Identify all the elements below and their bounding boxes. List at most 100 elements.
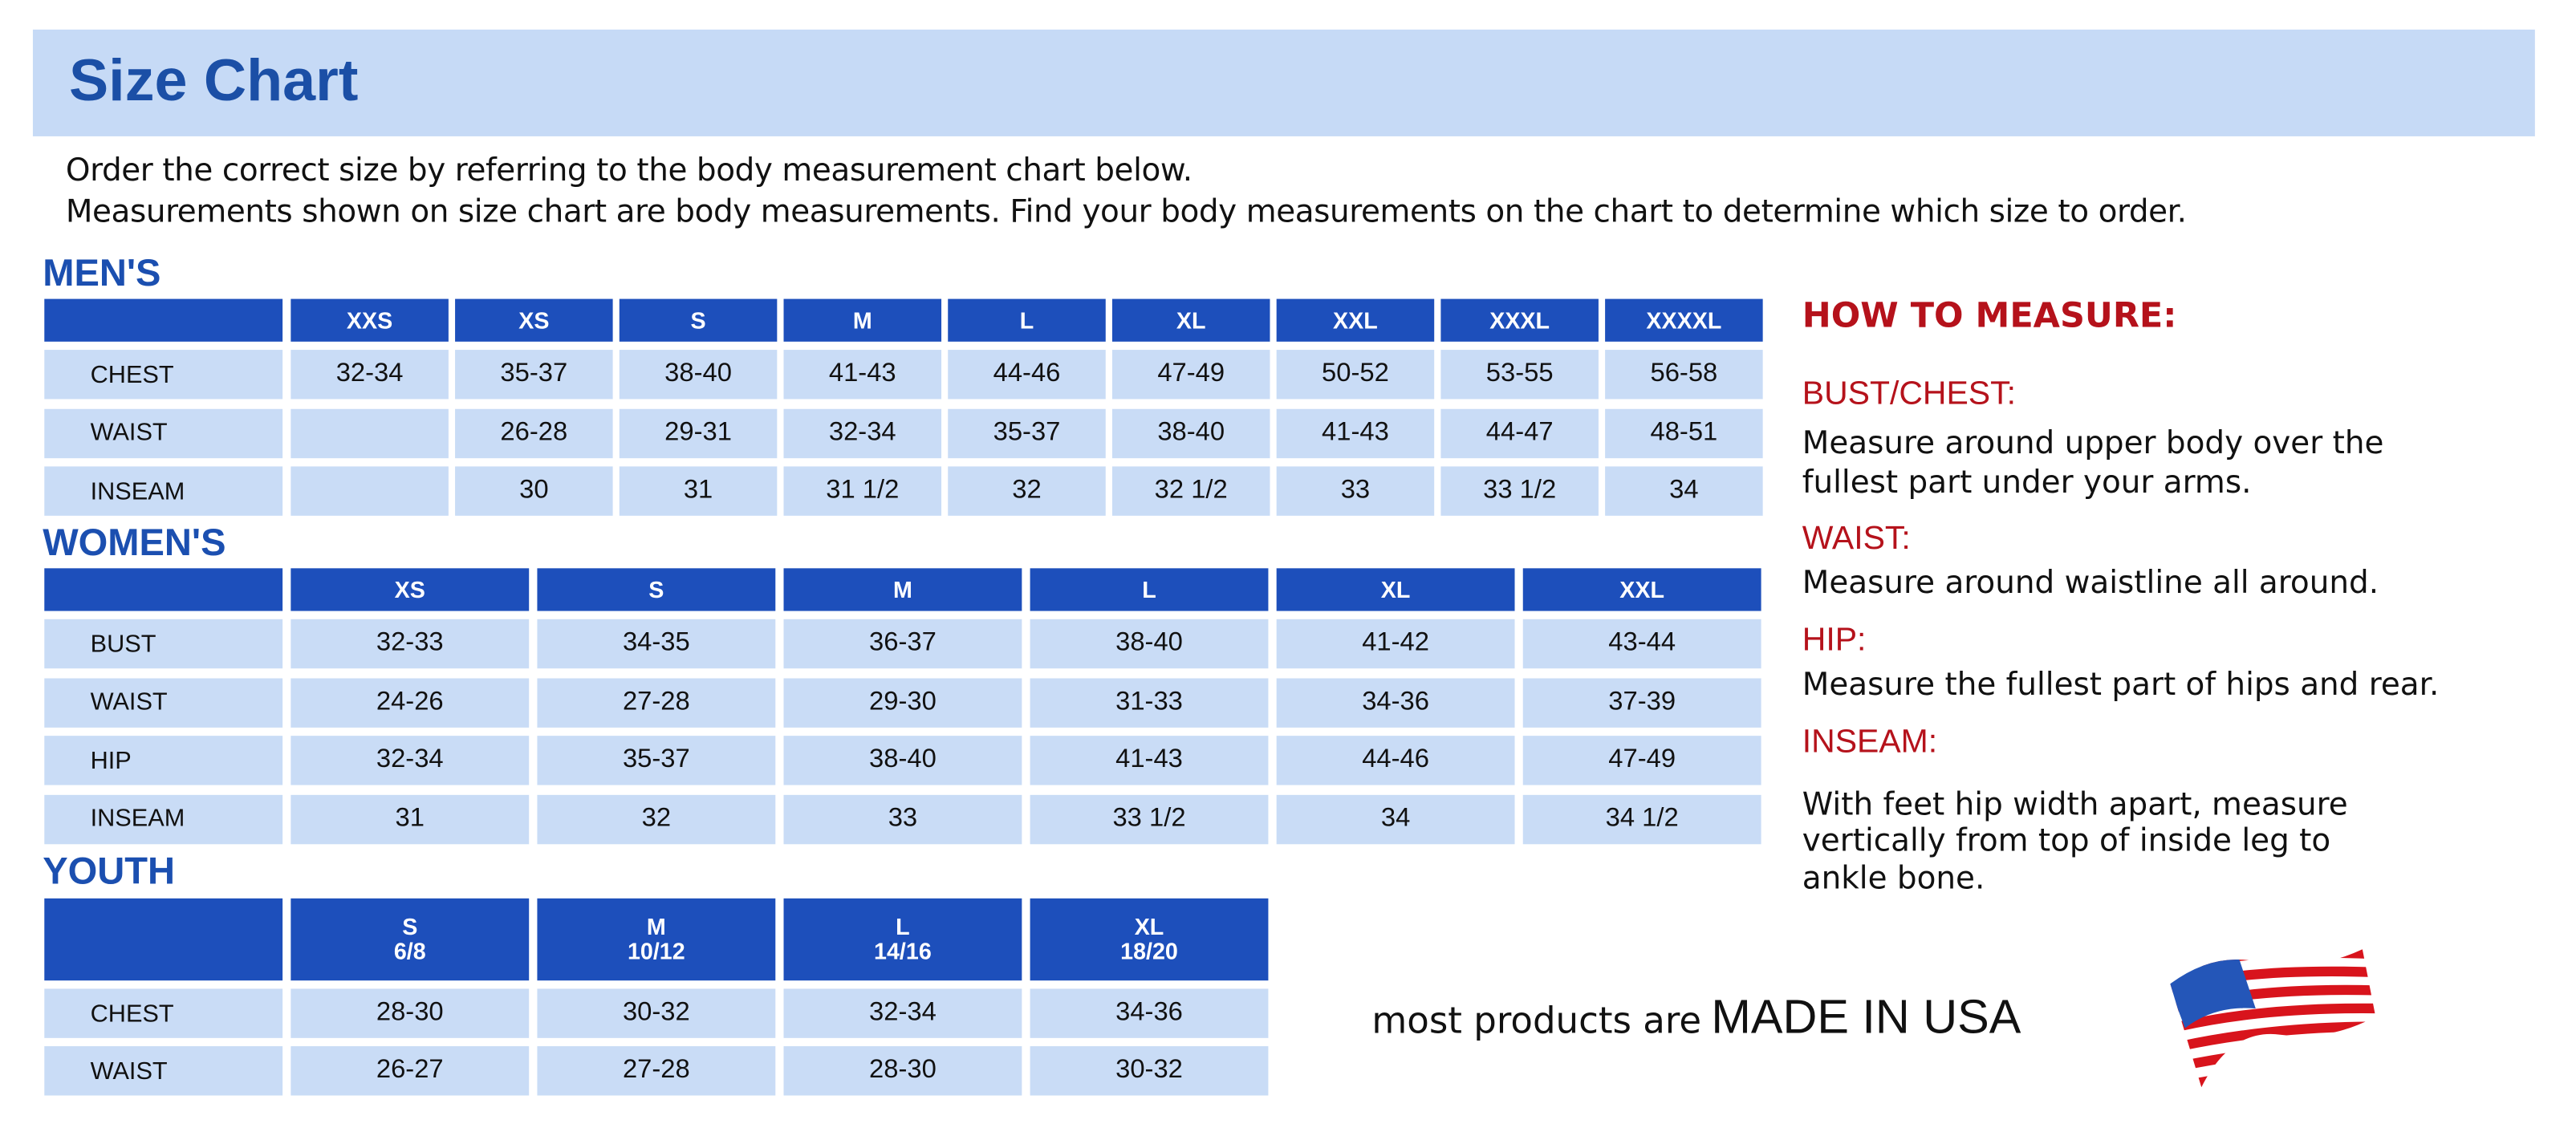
mens-size-header: XXXL [1440,298,1599,342]
us-flag-icon [2170,949,2376,1088]
mens-heading: MEN'S [43,251,161,294]
title-band [32,29,2535,136]
hip-text: Measure the fullest part of hips and rea… [1802,667,2440,704]
youth-value-cell: 28-30 [291,988,530,1038]
mens-value-cell: 31 [619,466,778,516]
womens-size-header: M [783,568,1022,611]
womens-row-label: HIP [44,736,283,785]
youth-size-header: M 10/12 [537,898,776,981]
mens-size-header: XS [455,298,613,342]
size-range: 10/12 [627,937,685,964]
page-title: Size Chart [68,46,359,114]
mens-value-cell [291,466,449,516]
mens-header-corner [44,298,283,342]
mens-size-header: L [948,298,1106,342]
mens-row-label: WAIST [44,408,283,458]
womens-value-cell: 44-46 [1276,736,1515,785]
mens-value-cell: 34 [1605,466,1763,516]
mens-value-cell: 48-51 [1605,408,1763,458]
womens-value-cell: 34-35 [537,619,776,669]
inseam-text-1: With feet hip width apart, measure [1802,786,2348,823]
womens-value-cell: 32-33 [291,619,530,669]
made-in-usa-text: most products are MADE IN USA [1371,992,2021,1047]
youth-value-cell: 30-32 [537,988,776,1038]
womens-value-cell: 31 [291,793,530,844]
mens-value-cell: 30 [455,466,613,516]
womens-row-label: INSEAM [44,793,283,844]
mens-value-cell: 26-28 [455,408,613,458]
womens-value-cell: 34-36 [1276,677,1515,727]
youth-value-cell: 28-30 [783,1046,1022,1096]
womens-value-cell: 41-42 [1276,619,1515,669]
mens-value-cell: 50-52 [1276,350,1435,400]
mens-value-cell: 56-58 [1605,350,1763,400]
youth-size-header: S 6/8 [291,898,530,981]
mens-size-header: M [783,298,942,342]
youth-heading: YOUTH [43,849,176,892]
womens-value-cell: 33 1/2 [1030,793,1269,844]
mens-value-cell: 44-47 [1440,408,1599,458]
mens-value-cell: 33 [1276,466,1435,516]
youth-value-cell: 27-28 [537,1046,776,1096]
mens-row-label: INSEAM [44,466,283,516]
waist-label: WAIST: [1802,520,1911,558]
womens-value-cell: 36-37 [783,619,1022,669]
intro-line-2: Measurements shown on size chart are bod… [65,193,2187,230]
inseam-text-3: ankle bone. [1802,860,1985,897]
womens-value-cell: 33 [783,793,1022,844]
youth-value-cell: 34-36 [1030,988,1269,1038]
mens-size-header: S [619,298,778,342]
youth-header-corner [44,898,283,981]
mens-value-cell [291,408,449,458]
mens-value-cell: 32 [948,466,1106,516]
made-in-usa-prefix: most products are [1371,1001,1702,1043]
womens-value-cell: 32-34 [291,736,530,785]
size-size: XL [1134,913,1164,939]
intro-line-1: Order the correct size by referring to t… [65,152,1193,189]
youth-value-cell: 30-32 [1030,1046,1269,1096]
mens-row-label: CHEST [44,350,283,400]
mens-value-cell: 32-34 [291,350,449,400]
youth-size-header: XL 18/20 [1030,898,1269,981]
mens-value-cell: 38-40 [619,350,778,400]
womens-value-cell: 43-44 [1522,619,1761,669]
mens-size-header: XL [1111,298,1270,342]
mens-size-header: XXS [291,298,449,342]
mens-value-cell: 31 1/2 [783,466,942,516]
size-range: 18/20 [1120,937,1178,964]
womens-value-cell: 47-49 [1522,736,1761,785]
womens-value-cell: 37-39 [1522,677,1761,727]
size-range: 14/16 [874,937,932,964]
mens-value-cell: 41-43 [783,350,942,400]
womens-value-cell: 32 [537,793,776,844]
bust-text-2: fullest part under your arms. [1802,465,2252,501]
inseam-text-2: vertically from top of inside leg to [1802,822,2331,859]
mens-value-cell: 38-40 [1111,408,1270,458]
size-range: 6/8 [393,937,426,964]
inseam-label: INSEAM: [1802,724,1938,761]
mens-size-header: XXL [1276,298,1435,342]
womens-value-cell: 38-40 [783,736,1022,785]
womens-size-header: S [537,568,776,611]
youth-row-label: WAIST [44,1046,283,1096]
waist-text: Measure around waistline all around. [1802,565,2379,602]
size-size: S [402,913,418,939]
size-size: L [896,913,910,939]
womens-value-cell: 34 1/2 [1522,793,1761,844]
womens-size-header: XL [1276,568,1515,611]
womens-heading: WOMEN'S [43,520,226,564]
hip-label: HIP: [1802,622,1867,659]
womens-value-cell: 29-30 [783,677,1022,727]
youth-size-header: L 14/16 [783,898,1022,981]
mens-value-cell: 53-55 [1440,350,1599,400]
womens-value-cell: 41-43 [1030,736,1269,785]
womens-header-corner [44,568,283,611]
mens-value-cell: 32-34 [783,408,942,458]
made-in-usa-emphasis: MADE IN USA [1711,992,2021,1045]
mens-size-header: XXXXL [1605,298,1763,342]
youth-value-cell: 26-27 [291,1046,530,1096]
youth-row-label: CHEST [44,988,283,1038]
how-to-measure-title: HOW TO MEASURE: [1802,295,2177,335]
mens-value-cell: 33 1/2 [1440,466,1599,516]
